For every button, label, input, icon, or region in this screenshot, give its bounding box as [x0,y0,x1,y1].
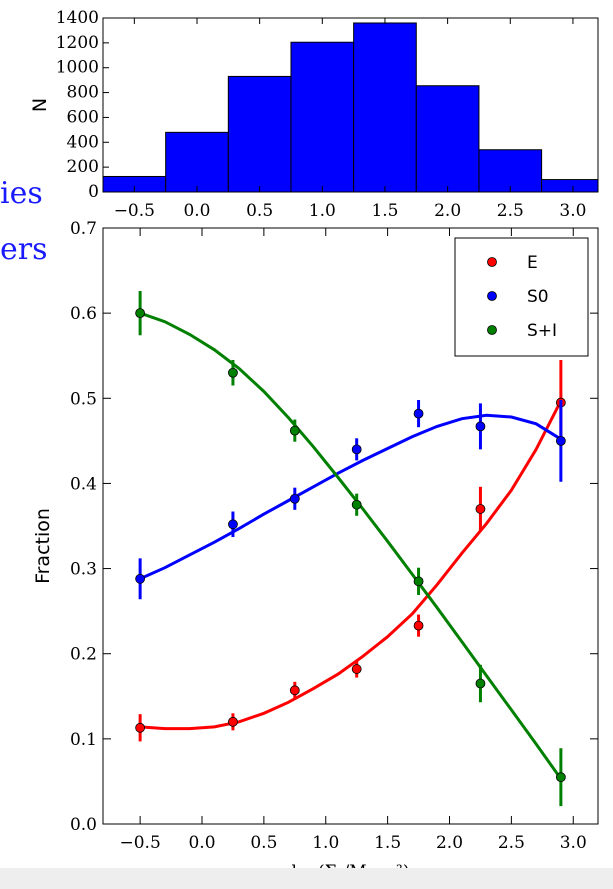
fraction-xtick-label: 2.5 [498,833,525,853]
fraction-xtick-label: 1.0 [312,833,339,853]
histogram-bar [227,75,292,193]
histogram-ytick-label: 0 [88,182,99,202]
data-point-s0 [351,444,362,455]
histogram-ytick-label: 200 [67,157,99,177]
fit-curve-si [139,311,563,780]
data-point-s0 [228,519,238,530]
data-point-si [475,678,486,689]
fraction-ytick-label: 0.4 [70,474,97,494]
legend-marker-si [487,325,497,335]
histogram-bar [541,179,599,193]
histogram-ytick-label: 400 [67,132,99,152]
fraction-ylabel: Fraction [32,508,54,584]
data-point-si [413,576,424,587]
histogram-ytick-label: 1200 [56,33,99,53]
data-point-s0 [135,573,146,584]
fraction-xtick-label: 0.0 [188,833,215,853]
legend-label-e: E [527,253,538,273]
fraction-xtick-label: 1.5 [374,833,401,853]
histogram-xtick-label: 3.0 [559,201,586,221]
legend-marker-s0 [487,291,497,301]
legend-marker-e [487,257,497,267]
data-point-e [475,504,486,514]
histogram-frame [102,17,599,193]
data-point-e [228,716,238,727]
histogram-bar [290,41,355,193]
fraction-xtick-label: −0.5 [119,833,160,853]
fraction-ytick-label: 0.2 [70,645,97,665]
histogram-xtick-label: 0.5 [246,201,273,221]
data-point-si [555,772,566,783]
data-point-s0 [413,408,424,419]
data-point-e [135,722,146,733]
fit-curve-e [139,400,563,731]
data-point-s0 [475,421,486,432]
fraction-xtick-label: 0.5 [250,833,277,853]
data-point-e [413,620,424,631]
fraction-ytick-label: 0.6 [70,304,97,324]
histogram-xtick-label: 2.5 [497,201,524,221]
histogram-ytick-label: 600 [67,107,99,127]
fraction-ytick-label: 0.3 [70,560,97,580]
data-point-e [289,685,300,696]
clipped-text-fragment-bottom: ers [0,232,48,267]
data-point-si [289,425,300,436]
histogram-bar [478,149,543,193]
histogram-xtick-label: 0.0 [183,201,210,221]
histogram-xtick-label: 2.0 [434,201,461,221]
data-point-s0 [289,493,300,504]
histogram-ytick-label: 800 [67,83,99,103]
data-point-s0 [555,435,566,446]
histogram-bar [415,85,480,193]
histogram-xtick-label: −0.5 [114,201,155,221]
histogram-ytick-label: 1400 [56,8,99,28]
legend-box [454,237,589,357]
fraction-ytick-label: 0.0 [70,815,97,835]
histogram-ylabel: N [29,98,51,112]
fraction-xtick-label: 3.0 [560,833,587,853]
fraction-ytick-label: 0.7 [70,219,97,239]
legend-label-si: S+I [527,321,557,341]
data-point-si [135,308,146,319]
data-point-e [351,664,362,674]
fraction-ytick-label: 0.5 [70,389,97,409]
data-point-si [351,499,362,510]
clipped-text-fragment-top: ies [0,176,43,211]
legend-label-s0: S0 [527,287,549,307]
bottom-strip [0,868,613,889]
histogram-bar [353,22,417,193]
fraction-xtick-label: 2.0 [436,833,463,853]
data-point-si [228,367,238,378]
histogram-ytick-label: 1000 [56,58,99,78]
histogram-xtick-label: 1.5 [371,201,398,221]
fit-curve-s0 [139,413,562,581]
fraction-ytick-label: 0.1 [70,730,97,750]
histogram-xtick-label: 1.0 [309,201,336,221]
histogram-bar [165,131,229,193]
